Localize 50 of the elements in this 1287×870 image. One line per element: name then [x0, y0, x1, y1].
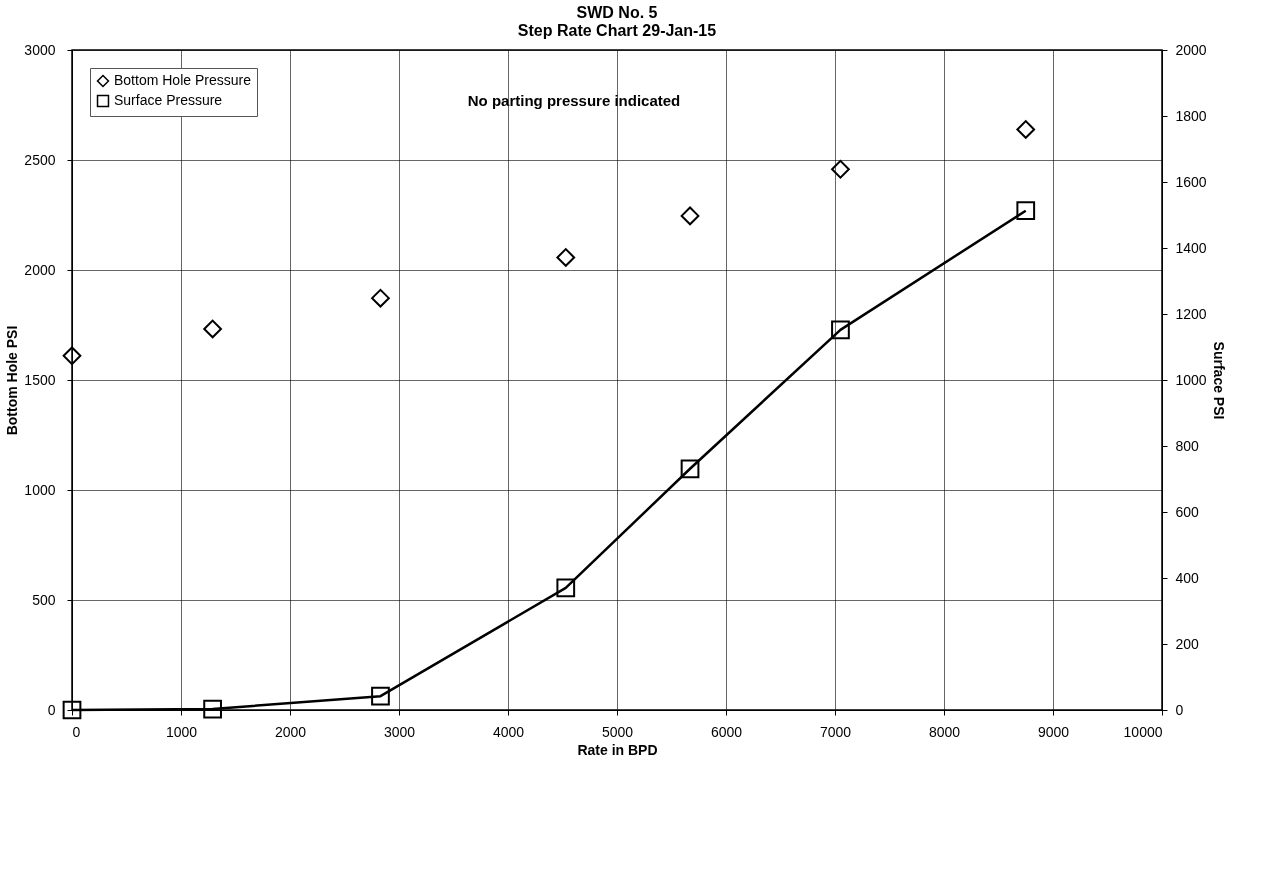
point [203, 319, 222, 339]
x-tick-label: 9000 [1037, 723, 1070, 740]
y2-tick-label: 800 [1175, 437, 1200, 454]
y-tick-label: 0 [47, 701, 56, 718]
x-tick-label: 5000 [601, 723, 634, 740]
point [203, 699, 222, 719]
legend-label: Surface Pressure [114, 92, 223, 108]
y2-tick-label: 400 [1175, 569, 1200, 586]
legend-label: Bottom Hole Pressure [114, 72, 252, 88]
y-tick-label: 1000 [24, 481, 56, 498]
x-tick-label: 1000 [165, 723, 198, 740]
x-axis-title: Rate in BPD [577, 741, 658, 758]
y2-tick-label: 2000 [1175, 41, 1207, 58]
point [371, 288, 390, 308]
y-tick-label: 2000 [24, 261, 56, 278]
point [62, 700, 82, 720]
x-tick-label: 4000 [492, 723, 525, 740]
text: SWD No. 5 [576, 4, 658, 21]
point [1016, 201, 1036, 221]
text: Step Rate Chart 29-Jan-15 [517, 22, 717, 39]
y-tick-label: 2500 [24, 151, 56, 168]
y2-tick-label: 600 [1175, 503, 1200, 520]
x-tick-label: 6000 [710, 723, 743, 740]
y2-tick-label: 0 [1175, 701, 1184, 718]
point [831, 320, 850, 340]
x-tick-label: 0 [72, 723, 81, 740]
x-tick-label: 8000 [928, 723, 961, 740]
x-tick-label: 2000 [274, 723, 307, 740]
point [680, 459, 700, 479]
x-tick-label: 3000 [383, 723, 416, 740]
y2-tick-label: 1800 [1175, 107, 1207, 124]
point [62, 346, 82, 366]
y-axis-title: Bottom Hole PSI [4, 325, 21, 436]
y-tick-label: 1500 [24, 371, 56, 388]
y2-tick-label: 1200 [1175, 305, 1207, 322]
x-tick-label: 10000 [1123, 723, 1163, 740]
point [371, 686, 390, 706]
y2-axis-title: Surface PSI [1210, 341, 1227, 420]
y-tick-label: 500 [32, 591, 56, 608]
point [556, 578, 576, 598]
y2-tick-label: 1000 [1175, 371, 1207, 388]
point [831, 159, 850, 179]
point [680, 206, 700, 226]
x-tick-label: 7000 [819, 723, 852, 740]
point [556, 248, 576, 267]
y-tick-label: 3000 [24, 41, 56, 58]
point [1016, 120, 1036, 139]
y2-tick-label: 1400 [1175, 239, 1207, 256]
y2-tick-label: 200 [1175, 635, 1200, 652]
y2-tick-label: 1600 [1175, 173, 1207, 190]
